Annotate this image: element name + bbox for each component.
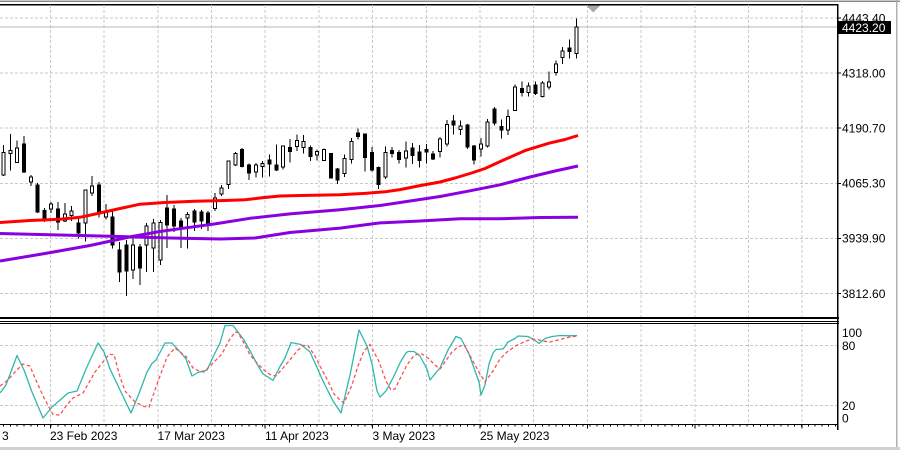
svg-text:4065.30: 4065.30 [842, 177, 886, 191]
svg-text:25 May 2023: 25 May 2023 [480, 429, 550, 443]
svg-text:3939.90: 3939.90 [842, 232, 886, 246]
svg-text:17 Mar 2023: 17 Mar 2023 [158, 429, 226, 443]
svg-text:3 May 2023: 3 May 2023 [373, 429, 436, 443]
svg-text:100: 100 [842, 326, 862, 340]
svg-text:23 Feb 2023: 23 Feb 2023 [50, 429, 118, 443]
svg-text:3: 3 [2, 429, 9, 443]
svg-text:4318.00: 4318.00 [842, 66, 886, 80]
svg-text:3812.60: 3812.60 [842, 287, 886, 301]
svg-text:4423.20: 4423.20 [842, 21, 886, 35]
svg-text:80: 80 [842, 339, 856, 353]
svg-text:4190.70: 4190.70 [842, 122, 886, 136]
svg-text:11 Apr 2023: 11 Apr 2023 [265, 429, 329, 443]
svg-text:0: 0 [842, 411, 849, 425]
svg-text:20: 20 [842, 399, 856, 413]
